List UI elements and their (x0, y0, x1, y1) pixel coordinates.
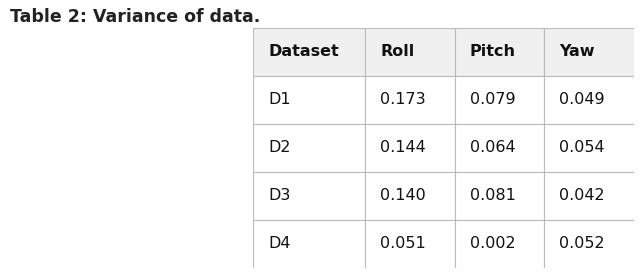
FancyBboxPatch shape (253, 220, 365, 268)
Text: 0.173: 0.173 (380, 92, 426, 107)
FancyBboxPatch shape (544, 28, 634, 76)
FancyBboxPatch shape (454, 124, 544, 172)
FancyBboxPatch shape (365, 76, 454, 124)
Text: D3: D3 (268, 188, 291, 203)
FancyBboxPatch shape (365, 220, 454, 268)
Text: 0.144: 0.144 (380, 140, 426, 155)
FancyBboxPatch shape (544, 124, 634, 172)
FancyBboxPatch shape (253, 76, 365, 124)
Text: Pitch: Pitch (470, 44, 516, 59)
Text: 0.054: 0.054 (559, 140, 605, 155)
Text: 0.079: 0.079 (470, 92, 515, 107)
FancyBboxPatch shape (454, 172, 544, 220)
Text: D2: D2 (268, 140, 291, 155)
FancyBboxPatch shape (544, 76, 634, 124)
Text: 0.081: 0.081 (470, 188, 516, 203)
Text: 0.064: 0.064 (470, 140, 515, 155)
FancyBboxPatch shape (365, 172, 454, 220)
FancyBboxPatch shape (544, 172, 634, 220)
FancyBboxPatch shape (365, 124, 454, 172)
Text: 0.049: 0.049 (559, 92, 605, 107)
Text: Roll: Roll (380, 44, 415, 59)
FancyBboxPatch shape (454, 76, 544, 124)
FancyBboxPatch shape (454, 28, 544, 76)
Text: D1: D1 (268, 92, 291, 107)
FancyBboxPatch shape (253, 124, 365, 172)
Text: Dataset: Dataset (268, 44, 339, 59)
Text: D4: D4 (268, 236, 291, 251)
Text: 0.140: 0.140 (380, 188, 426, 203)
Text: Table 2: Variance of data.: Table 2: Variance of data. (10, 8, 260, 26)
Text: 0.002: 0.002 (470, 236, 515, 251)
Text: 0.052: 0.052 (559, 236, 605, 251)
Text: Yaw: Yaw (559, 44, 595, 59)
FancyBboxPatch shape (253, 172, 365, 220)
Text: 0.051: 0.051 (380, 236, 426, 251)
FancyBboxPatch shape (253, 28, 365, 76)
Text: 0.042: 0.042 (559, 188, 605, 203)
FancyBboxPatch shape (454, 220, 544, 268)
FancyBboxPatch shape (544, 220, 634, 268)
FancyBboxPatch shape (365, 28, 454, 76)
